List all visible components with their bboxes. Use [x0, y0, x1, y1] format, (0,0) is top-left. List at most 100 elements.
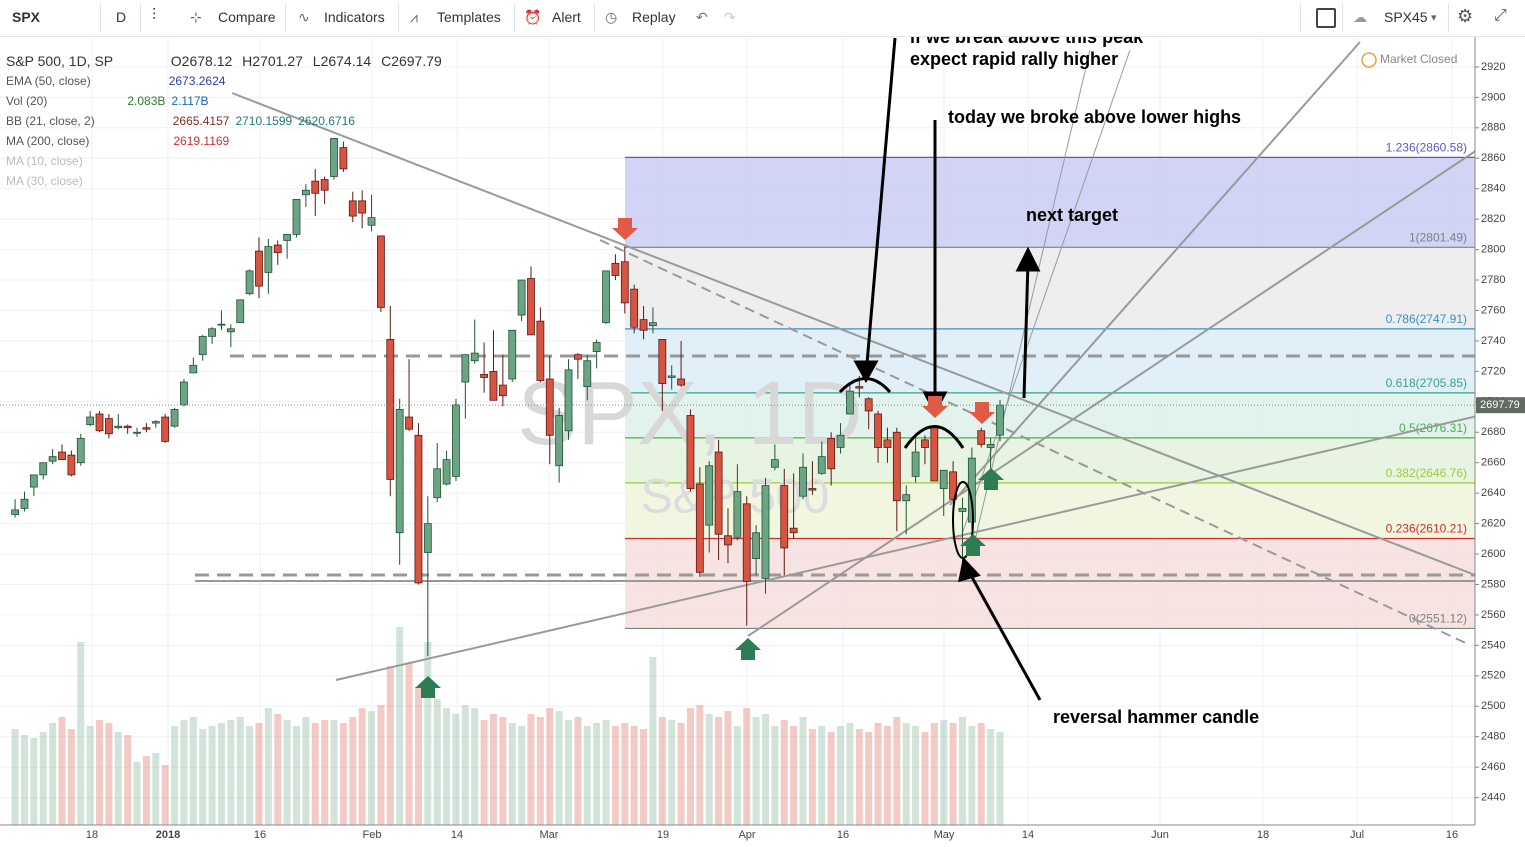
- buy-arrow: [978, 468, 1004, 490]
- chart-style-button[interactable]: ⫶: [152, 7, 157, 24]
- volume-bar: [424, 642, 432, 825]
- volume-bar: [865, 732, 873, 825]
- candle-body: [939, 469, 948, 489]
- y-tick-label: 2620: [1481, 518, 1505, 530]
- y-tick-label: 2460: [1481, 761, 1505, 773]
- volume-bar: [565, 720, 573, 825]
- candle-body: [311, 180, 320, 194]
- candle-body: [161, 416, 170, 442]
- layout-dropdown[interactable]: ▾: [1431, 12, 1437, 24]
- volume-bar: [67, 729, 75, 825]
- y-tick-label: 2500: [1481, 700, 1505, 712]
- candles: [11, 138, 1004, 657]
- volume-bar: [368, 711, 376, 825]
- replay-button[interactable]: Replay: [632, 9, 676, 25]
- volume-bar: [11, 729, 19, 825]
- volume-bar: [771, 726, 779, 825]
- settings-button[interactable]: ⚙: [1457, 6, 1474, 26]
- y-tick-label: 2880: [1481, 122, 1505, 134]
- volume-bar: [414, 687, 422, 825]
- alert-button[interactable]: Alert: [552, 9, 581, 25]
- separator: [1300, 4, 1301, 32]
- volume-bar: [668, 720, 676, 825]
- x-tick-label: 18: [86, 829, 98, 841]
- volume-bar: [696, 705, 704, 825]
- candle-body: [292, 198, 301, 235]
- redo-button[interactable]: ↷: [724, 9, 736, 25]
- sell-arrow: [612, 218, 638, 240]
- undo-button[interactable]: ↶: [696, 9, 708, 25]
- volume-bar: [227, 720, 235, 825]
- indicator-name: MA (30, close): [6, 174, 83, 188]
- volume-bar: [208, 726, 216, 825]
- layout-button[interactable]: SPX45: [1384, 9, 1428, 25]
- candle-body: [283, 233, 292, 241]
- candle-body: [180, 381, 188, 406]
- volume-bar: [77, 642, 85, 825]
- symbol-button[interactable]: SPX: [12, 9, 41, 25]
- indicator-value: 2665.4157: [172, 114, 230, 128]
- volume-bar: [912, 726, 920, 825]
- indicators-button[interactable]: Indicators: [324, 9, 385, 25]
- indicator-name: BB (21, close, 2): [6, 114, 95, 128]
- last-price-label: 2697.79: [1480, 399, 1520, 411]
- annotation: expect rapid rally higher: [910, 49, 1118, 69]
- trend-line: [959, 49, 1131, 541]
- indicator-value: 2673.2624: [168, 74, 226, 88]
- volume-bar: [302, 717, 310, 825]
- candle-body: [930, 427, 939, 482]
- volume-bar: [546, 708, 554, 825]
- volume-bar: [968, 726, 976, 825]
- volume-bar: [293, 726, 300, 825]
- volume-bar: [330, 720, 338, 825]
- compare-button[interactable]: Compare: [218, 9, 276, 25]
- y-tick-label: 2900: [1481, 91, 1505, 103]
- volume-bar: [705, 714, 713, 825]
- arrow: [1022, 261, 1030, 399]
- legend-row: Vol (20) 2.083B 2.117B: [6, 94, 209, 108]
- volume-bar: [574, 717, 582, 825]
- maximize-button[interactable]: ⤢: [1494, 7, 1507, 24]
- x-tick-label: 2018: [156, 829, 180, 841]
- indicator-value: 2620.6716: [298, 114, 355, 128]
- candle-body: [817, 456, 826, 474]
- volume-bar: [86, 726, 94, 825]
- candle-body: [339, 147, 348, 170]
- volume-bar: [818, 726, 826, 825]
- volume-bar: [930, 723, 938, 825]
- candle-body: [208, 328, 216, 337]
- volume-bar: [780, 720, 788, 825]
- separator: [594, 4, 595, 32]
- volume-bar: [677, 723, 685, 825]
- toolbar: SPX D ⫶ ⊹ Compare ∿ Indicators ⩘ Templat…: [0, 0, 1525, 37]
- arrowhead: [1015, 246, 1041, 272]
- volume-bar: [977, 723, 985, 825]
- sell-arrow: [922, 396, 948, 418]
- candle-body: [724, 535, 732, 546]
- buy-arrow: [735, 638, 761, 660]
- candle-body: [705, 465, 714, 526]
- candle-body: [855, 386, 864, 389]
- x-tick-label: Jul: [1350, 829, 1364, 841]
- candle-body: [114, 425, 123, 429]
- volume-bar: [808, 729, 816, 825]
- candle-body: [151, 421, 160, 424]
- candle-body: [714, 451, 723, 535]
- fullscreen-button[interactable]: [1316, 8, 1336, 28]
- interval-button[interactable]: D: [116, 9, 127, 25]
- candle-body: [320, 179, 329, 191]
- arc: [903, 425, 965, 449]
- volume-bar: [996, 732, 1004, 825]
- last-price-box: [1476, 397, 1525, 414]
- candle-body: [480, 374, 489, 378]
- candle-body: [996, 404, 1004, 436]
- templates-button[interactable]: Templates: [437, 9, 501, 25]
- volume-bar: [846, 723, 854, 825]
- volume-bar: [199, 729, 207, 825]
- volume-bar: [105, 723, 113, 825]
- candle-body: [367, 217, 376, 226]
- candle-body: [95, 413, 104, 432]
- volume-bar: [30, 738, 38, 825]
- legend-row: MA (200, close) 2619.1169: [6, 134, 229, 148]
